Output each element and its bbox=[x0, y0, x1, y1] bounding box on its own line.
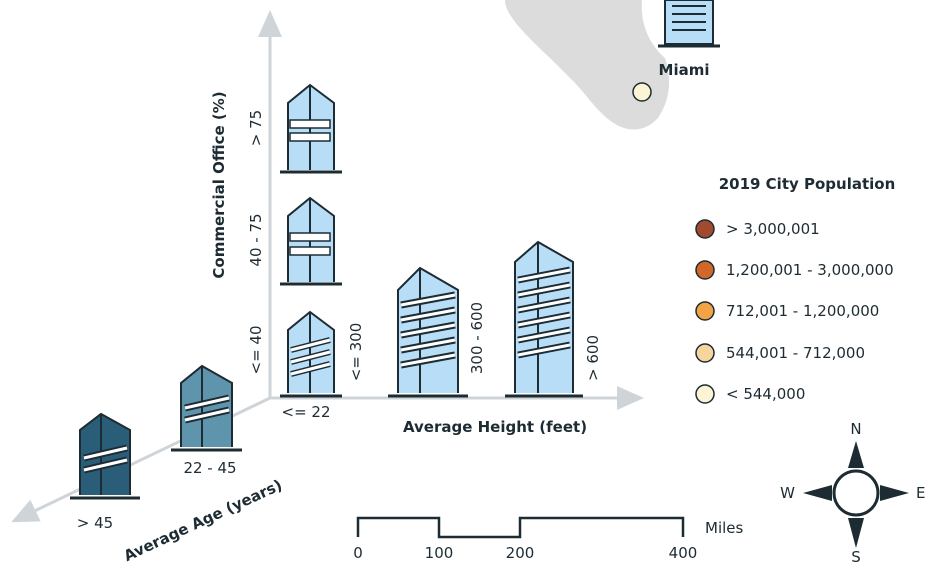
z-tick-label: 40 - 75 bbox=[247, 213, 265, 266]
y-axis-title: Average Age (years) bbox=[121, 476, 285, 565]
legend-label: 544,001 - 712,000 bbox=[726, 344, 865, 362]
compass-ring bbox=[832, 469, 880, 517]
x-tick-label: > 600 bbox=[584, 335, 602, 381]
scale-bar: Miles 0 100 200 400 bbox=[353, 516, 744, 562]
population-legend: 2019 City Population > 3,000,001 1,200,0… bbox=[695, 175, 896, 404]
building-icon-age-old bbox=[70, 412, 140, 500]
florida-landmass bbox=[505, 0, 670, 130]
x-tick-label: 300 - 600 bbox=[468, 302, 486, 374]
compass-n: N bbox=[850, 420, 861, 438]
legend-swatch bbox=[695, 343, 715, 363]
building-icon-office-low bbox=[280, 310, 342, 398]
building-icon-office-high bbox=[280, 83, 342, 174]
scale-tick-label: 200 bbox=[506, 544, 535, 562]
compass-e: E bbox=[916, 484, 925, 502]
building-icon-height-mid bbox=[388, 266, 468, 398]
y-tick-label: <= 22 bbox=[282, 403, 331, 421]
scale-tick-label: 400 bbox=[669, 544, 698, 562]
legend-swatch bbox=[695, 219, 715, 239]
legend-label: < 544,000 bbox=[726, 385, 805, 403]
miami-building-icon bbox=[658, 0, 720, 48]
scale-tick-label: 100 bbox=[425, 544, 454, 562]
legend-swatch bbox=[695, 384, 715, 404]
x-axis-title: Average Height (feet) bbox=[403, 418, 587, 436]
z-axis-title: Commercial Office (%) bbox=[210, 91, 228, 278]
building-icon-age-mid bbox=[171, 364, 242, 452]
legend-swatch bbox=[695, 260, 715, 280]
y-tick-label: 22 - 45 bbox=[183, 459, 236, 477]
legend-label: 712,001 - 1,200,000 bbox=[726, 302, 879, 320]
compass-needle bbox=[848, 441, 864, 468]
scale-unit: Miles bbox=[705, 519, 744, 537]
compass-needle bbox=[803, 485, 832, 501]
building-icon-height-tall bbox=[505, 240, 583, 398]
z-tick-label: <= 40 bbox=[247, 326, 265, 375]
legend-label: 1,200,001 - 3,000,000 bbox=[726, 261, 894, 279]
compass-s: S bbox=[851, 548, 861, 566]
north-arrow-compass: N S W E bbox=[780, 420, 925, 566]
city-label-miami: Miami bbox=[659, 61, 710, 79]
compass-needle bbox=[880, 485, 909, 501]
legend-swatch bbox=[695, 301, 715, 321]
compass-w: W bbox=[780, 484, 795, 502]
x-tick-label: <= 300 bbox=[347, 323, 365, 382]
city-marker-miami[interactable] bbox=[632, 82, 652, 102]
z-tick-label: > 75 bbox=[247, 110, 265, 146]
building-icon-office-mid bbox=[280, 196, 342, 286]
scale-tick-label: 0 bbox=[353, 544, 363, 562]
legend-label: > 3,000,001 bbox=[726, 220, 820, 238]
y-tick-label: > 45 bbox=[77, 514, 113, 532]
compass-needle bbox=[848, 518, 864, 548]
legend-title: 2019 City Population bbox=[719, 175, 896, 193]
